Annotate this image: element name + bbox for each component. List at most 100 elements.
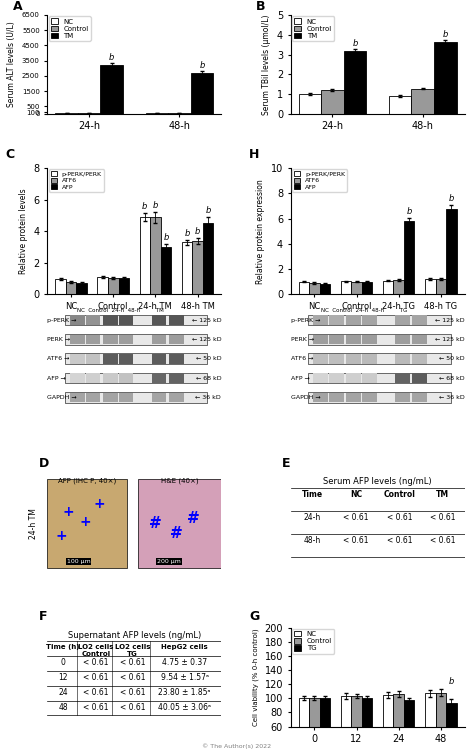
Bar bbox=[152, 373, 166, 383]
Text: 200 μm: 200 μm bbox=[157, 559, 181, 564]
Bar bbox=[103, 335, 118, 345]
Bar bbox=[412, 315, 427, 325]
Text: < 0.61: < 0.61 bbox=[430, 536, 456, 545]
Text: p-PERK →: p-PERK → bbox=[291, 318, 320, 323]
Y-axis label: Relative protein expression: Relative protein expression bbox=[256, 179, 265, 284]
Text: E: E bbox=[282, 457, 291, 470]
Text: < 0.61: < 0.61 bbox=[120, 688, 146, 697]
Bar bbox=[404, 221, 414, 294]
Bar bbox=[425, 279, 436, 294]
FancyBboxPatch shape bbox=[138, 479, 221, 568]
Bar bbox=[362, 354, 377, 363]
Bar bbox=[351, 282, 362, 294]
Bar bbox=[395, 354, 410, 363]
Bar bbox=[118, 335, 134, 345]
Text: +: + bbox=[63, 505, 74, 519]
Bar bbox=[139, 217, 150, 294]
Bar bbox=[299, 94, 321, 114]
Bar bbox=[313, 392, 328, 402]
Bar bbox=[70, 354, 85, 363]
Text: AFP →: AFP → bbox=[47, 375, 66, 380]
Bar bbox=[76, 283, 87, 294]
Bar bbox=[436, 279, 446, 294]
Bar bbox=[299, 698, 309, 749]
Text: < 0.61: < 0.61 bbox=[120, 658, 146, 667]
Bar bbox=[395, 392, 410, 402]
Bar bbox=[103, 315, 118, 325]
Legend: NC, Control, TM: NC, Control, TM bbox=[292, 16, 334, 41]
Text: H: H bbox=[249, 148, 259, 161]
Text: +: + bbox=[80, 515, 91, 529]
Bar bbox=[329, 354, 344, 363]
Bar bbox=[108, 278, 118, 294]
Bar bbox=[86, 392, 100, 402]
Bar bbox=[436, 693, 446, 749]
Bar bbox=[341, 281, 351, 294]
Y-axis label: Serum ALT levels (U/L): Serum ALT levels (U/L) bbox=[7, 22, 16, 107]
Bar bbox=[169, 373, 184, 383]
Text: D: D bbox=[39, 457, 49, 470]
Bar bbox=[152, 315, 166, 325]
Bar bbox=[412, 354, 427, 363]
Legend: p-PERK/PERK, ATF6, AFP: p-PERK/PERK, ATF6, AFP bbox=[49, 169, 104, 192]
FancyBboxPatch shape bbox=[308, 315, 451, 325]
FancyBboxPatch shape bbox=[47, 479, 128, 568]
Bar bbox=[344, 51, 366, 114]
Text: Time: Time bbox=[302, 491, 323, 500]
Text: < 0.61: < 0.61 bbox=[387, 536, 412, 545]
Text: ← 125 kD: ← 125 kD bbox=[191, 337, 221, 342]
Bar bbox=[446, 208, 456, 294]
Bar bbox=[362, 698, 373, 749]
Text: NC  Control  24-h  48-h         TG: NC Control 24-h 48-h TG bbox=[320, 308, 407, 312]
Bar bbox=[169, 315, 184, 325]
Text: 48: 48 bbox=[58, 703, 68, 712]
FancyBboxPatch shape bbox=[308, 373, 451, 383]
Bar bbox=[299, 282, 309, 294]
Text: 24: 24 bbox=[58, 688, 68, 697]
Text: 24-h: 24-h bbox=[304, 513, 321, 522]
Y-axis label: Cell viability (% 0-h control): Cell viability (% 0-h control) bbox=[253, 628, 259, 726]
FancyBboxPatch shape bbox=[65, 392, 207, 403]
Text: A: A bbox=[13, 0, 22, 13]
Bar bbox=[86, 373, 100, 383]
Text: AFP (IHC P, 40×): AFP (IHC P, 40×) bbox=[58, 478, 117, 484]
Text: NC  Control  24-h  48-h         TM: NC Control 24-h 48-h TM bbox=[77, 308, 164, 312]
Text: b: b bbox=[205, 206, 211, 215]
Bar bbox=[346, 392, 361, 402]
Text: ← 36 kD: ← 36 kD bbox=[195, 395, 221, 400]
Bar bbox=[169, 392, 184, 402]
Bar bbox=[152, 392, 166, 402]
Text: < 0.61: < 0.61 bbox=[83, 658, 109, 667]
Bar bbox=[412, 373, 427, 383]
Text: H&E (40×): H&E (40×) bbox=[161, 478, 198, 484]
Bar bbox=[341, 696, 351, 749]
Text: ← 125 kD: ← 125 kD bbox=[191, 318, 221, 323]
Text: LO2 cells
TG: LO2 cells TG bbox=[115, 643, 150, 657]
Bar bbox=[329, 335, 344, 345]
Text: < 0.61: < 0.61 bbox=[120, 673, 146, 682]
Bar bbox=[393, 694, 404, 749]
Bar bbox=[313, 315, 328, 325]
Bar bbox=[412, 392, 427, 402]
Bar bbox=[411, 88, 434, 114]
Text: b: b bbox=[142, 202, 147, 211]
Bar bbox=[152, 335, 166, 345]
FancyBboxPatch shape bbox=[65, 334, 207, 345]
Text: #: # bbox=[187, 512, 200, 527]
Text: Serum AFP levels (ng/mL): Serum AFP levels (ng/mL) bbox=[323, 478, 432, 487]
Text: b: b bbox=[163, 233, 169, 242]
FancyBboxPatch shape bbox=[308, 392, 451, 403]
Bar bbox=[66, 282, 76, 294]
Text: 4.75 ± 0.37: 4.75 ± 0.37 bbox=[162, 658, 207, 667]
Text: b: b bbox=[443, 29, 448, 38]
Text: b: b bbox=[153, 201, 158, 210]
Text: HepG2 cells: HepG2 cells bbox=[161, 643, 208, 649]
Text: PERK →: PERK → bbox=[291, 337, 314, 342]
Bar bbox=[329, 392, 344, 402]
Bar bbox=[362, 335, 377, 345]
Bar bbox=[86, 354, 100, 363]
Text: < 0.61: < 0.61 bbox=[343, 513, 369, 522]
Text: b: b bbox=[352, 39, 358, 48]
Bar bbox=[86, 315, 100, 325]
Text: 9.54 ± 1.57ᵃ: 9.54 ± 1.57ᵃ bbox=[161, 673, 209, 682]
